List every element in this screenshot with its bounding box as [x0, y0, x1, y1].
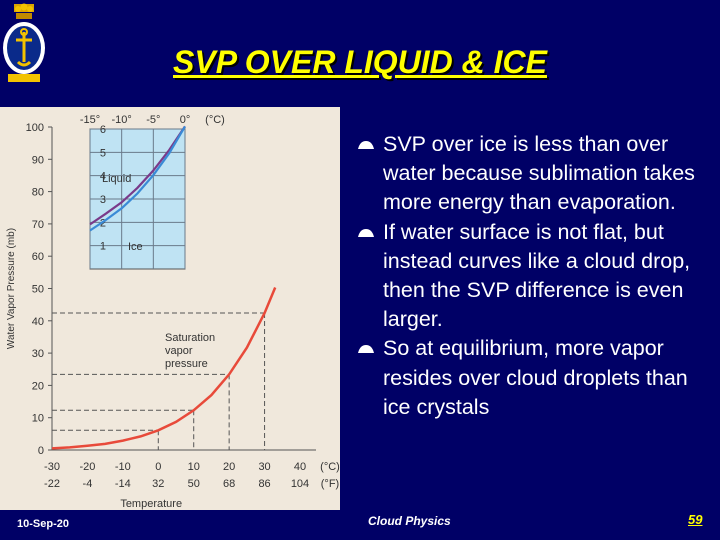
inset-x-tick-label: 0° [180, 114, 191, 126]
bullet-text: So at equilibrium, more vapor resides ov… [383, 336, 688, 419]
page-number: 59 [688, 512, 703, 527]
y-tick-label: 30 [32, 348, 44, 360]
x-tick-label-f: 50 [188, 478, 200, 490]
bullet-text: SVP over ice is less than over water bec… [383, 132, 695, 215]
x-tick-label-f: -22 [44, 478, 60, 490]
x-tick-label-c: 10 [188, 461, 200, 473]
bullet-item: SVP over ice is less than over water bec… [352, 130, 718, 218]
inset-y-tick-label: 2 [100, 217, 106, 229]
x-axis-label: Temperature [120, 498, 182, 510]
x-tick-label-c: (°C) [320, 461, 340, 473]
teardrop-bullet-icon [358, 345, 374, 354]
y-tick-label: 0 [38, 445, 44, 457]
x-tick-label-c: 0 [155, 461, 161, 473]
inset-x-tick-label: (°C) [205, 114, 225, 126]
x-tick-label-f: 86 [258, 478, 270, 490]
x-tick-label-f: 104 [291, 478, 309, 490]
y-axis-label: Water Vapor Pressure (mb) [6, 228, 17, 349]
y-tick-label: 20 [32, 380, 44, 392]
inset-legend-ice: Ice [128, 241, 143, 253]
inset-legend-liquid: Liquid [102, 173, 131, 185]
bullet-list: SVP over ice is less than over water bec… [352, 130, 718, 422]
y-tick-label: 90 [32, 154, 44, 166]
y-tick-label: 50 [32, 284, 44, 296]
x-tick-label-f: 32 [152, 478, 164, 490]
x-tick-label-c: 40 [294, 461, 306, 473]
footer-date: 10-Sep-20 [17, 518, 69, 530]
bullet-item: So at equilibrium, more vapor resides ov… [352, 334, 718, 422]
x-tick-label-c: -30 [44, 461, 60, 473]
inset-x-tick-label: -5° [146, 114, 160, 126]
inset-curve-liquid [89, 125, 186, 226]
y-tick-label: 60 [32, 251, 44, 263]
inset-x-tick-label: -15° [80, 114, 100, 126]
x-tick-label-c: -20 [79, 461, 95, 473]
x-tick-label-f: -4 [83, 478, 93, 490]
x-tick-label-c: 20 [223, 461, 235, 473]
teardrop-bullet-icon [358, 141, 374, 149]
inset-y-tick-label: 1 [100, 241, 106, 253]
slide-title: SVP OVER LIQUID & ICE [173, 44, 547, 80]
inset-curve-ice [89, 125, 186, 232]
svp-curve [51, 287, 277, 450]
bullet-item: If water surface is not flat, but instea… [352, 218, 718, 335]
footer-title: Cloud Physics [368, 514, 451, 528]
svp-figure: 0 10 20 30 40 50 60 70 80 90 100 Water Vapor Pressu… [0, 107, 340, 510]
y-tick-label: 100 [26, 122, 44, 134]
y-tick-label: 70 [32, 219, 44, 231]
x-tick-label-c: -10 [115, 461, 131, 473]
curve-annotation: pressure [165, 358, 208, 370]
curve-annotation: vapor [165, 345, 193, 357]
y-tick-label: 80 [32, 187, 44, 199]
x-tick-label-f: 68 [223, 478, 235, 490]
inset-y-tick-label: 3 [100, 194, 106, 206]
inset-x-tick-label: -10° [112, 114, 132, 126]
y-tick-label: 10 [32, 413, 44, 425]
x-tick-label-c: 30 [258, 461, 270, 473]
x-tick-label-f: (°F) [321, 478, 339, 490]
inset-y-tick-label: 4 [100, 171, 106, 183]
teardrop-bullet-icon [358, 228, 374, 237]
y-tick-label: 40 [32, 316, 44, 328]
x-tick-label-f: -14 [115, 478, 131, 490]
inset-y-tick-label: 5 [100, 147, 106, 159]
navy-crest-icon [3, 3, 45, 82]
inset-y-tick-label: 6 [100, 124, 106, 136]
curve-annotation: Saturation [165, 332, 215, 344]
bullet-text: If water surface is not flat, but instea… [383, 219, 691, 332]
